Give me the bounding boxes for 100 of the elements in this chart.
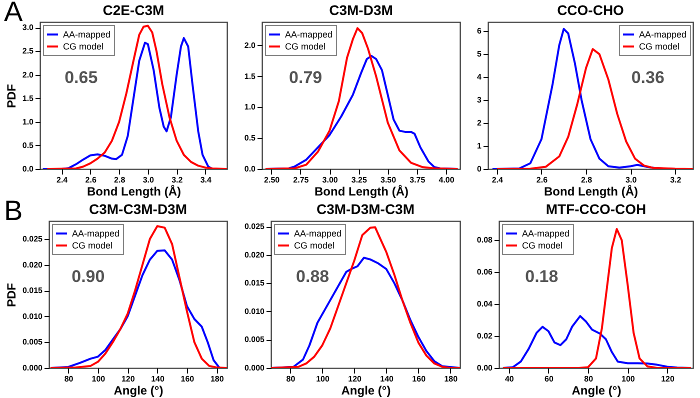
x-tick-label: 2.8: [114, 176, 126, 184]
x-tick-label: 160: [412, 374, 426, 384]
y-tick-label: 0: [477, 164, 482, 174]
x-tick-label: 4.00: [438, 176, 455, 184]
y-tick-label: 0.02: [476, 332, 494, 341]
x-tick-label: 2.8: [580, 176, 593, 184]
y-tick-label: 2.5: [22, 46, 34, 56]
y-tick-label: 0.020: [22, 260, 44, 270]
y-tick-label: 0.06: [476, 268, 494, 277]
y-tick-label: 0.025: [244, 222, 266, 232]
legend-label: AA-mapped: [639, 30, 687, 40]
x-axis-title: Bond Length (Å): [87, 184, 181, 198]
annotation: 0.36: [631, 68, 664, 87]
legend-label: CG model: [63, 42, 104, 52]
x-tick-label: 3.4: [200, 176, 212, 184]
y-tick-label: 5: [477, 50, 482, 59]
annotation: 0.18: [525, 266, 558, 286]
chart-title: C3M-D3M-C3M: [316, 201, 414, 217]
y-tick-label: 0.000: [22, 364, 44, 372]
y-tick-label: 4: [477, 72, 482, 82]
legend-label: CG model: [294, 240, 335, 250]
x-tick-label: 140: [380, 374, 394, 384]
line-series: [271, 226, 460, 368]
y-tick-label: 0.0: [22, 164, 34, 174]
y-tick-label: 0.5: [22, 140, 34, 150]
x-tick-label: 140: [151, 374, 165, 384]
legend-label: AA-mapped: [285, 30, 333, 40]
y-tick-label: 0.010: [22, 312, 44, 321]
y-tick-label: 1.5: [22, 94, 34, 103]
line-series: [49, 225, 227, 368]
x-tick-label: 40: [504, 374, 514, 384]
legend-label: AA-mapped: [294, 228, 342, 238]
x-axis-title: Angle (°): [572, 384, 622, 398]
y-tick-label: 2: [477, 118, 482, 128]
chart-title: C3M-D3M: [329, 2, 393, 18]
x-tick-label: 60: [544, 374, 554, 384]
x-tick-label: 120: [121, 374, 136, 384]
y-tick-label: 6: [477, 26, 482, 36]
y-tick-label: 0.005: [22, 338, 44, 347]
y-tick-label: 3: [477, 96, 482, 105]
legend-label: CG model: [639, 42, 680, 52]
y-tick-label: 0.5: [244, 134, 256, 143]
x-tick-label: 2.4: [492, 176, 504, 184]
y-tick-label: 1: [477, 142, 482, 151]
x-tick-label: 120: [348, 374, 362, 384]
y-tick-label: 0.020: [244, 250, 266, 260]
x-tick-label: 3.2: [172, 176, 184, 184]
chart-title: C3M-C3M-D3M: [89, 201, 187, 217]
x-tick-label: 2.6: [536, 176, 548, 184]
x-tick-label: 3.00: [322, 176, 338, 184]
line-series: [496, 48, 693, 169]
y-tick-label: 3.0: [22, 23, 34, 32]
x-tick-label: 3.50: [380, 176, 397, 184]
y-tick-label: 2.0: [244, 40, 256, 50]
text: B: [4, 195, 23, 227]
y-tick-label: 1.0: [244, 102, 256, 112]
y-tick-label: 0.015: [22, 286, 44, 296]
y-tick-label: 0.08: [476, 236, 494, 245]
y-tick-label: 1.5: [244, 72, 256, 81]
x-tick-label: 160: [180, 374, 195, 384]
y-tick-label: 1.0: [22, 117, 34, 126]
annotation: 0.88: [296, 266, 330, 286]
x-axis-title: Angle (°): [114, 384, 164, 398]
x-tick-label: 3.0: [142, 176, 154, 184]
y-tick-label: 0.04: [476, 300, 494, 309]
line-series: [264, 27, 459, 169]
y-tick-label: 0.025: [22, 234, 44, 244]
legend-label: CG model: [285, 42, 326, 52]
x-tick-label: 80: [584, 374, 594, 384]
x-axis-title: Bond Length (Å): [544, 184, 638, 198]
chart-title: MTF-CCO-COH: [546, 201, 646, 217]
y-axis-title: PDF: [4, 283, 18, 307]
legend-label: CG model: [72, 240, 113, 250]
y-tick-label: 0.00: [476, 364, 494, 372]
x-axis-title: Bond Length (Å): [314, 184, 408, 198]
x-tick-label: 2.50: [264, 176, 280, 184]
x-tick-label: 100: [92, 374, 106, 384]
x-tick-label: 2.4: [56, 176, 68, 184]
line-series: [502, 228, 692, 368]
x-axis-title: Angle (°): [341, 384, 391, 398]
x-tick-label: 180: [444, 374, 458, 384]
x-tick-label: 80: [64, 374, 74, 384]
x-tick-label: 3.2: [670, 176, 682, 184]
x-tick-label: 3.75: [410, 176, 426, 184]
x-tick-label: 120: [661, 374, 675, 384]
y-tick-label: 0.000: [244, 364, 266, 372]
x-tick-label: 180: [210, 374, 224, 384]
y-tick-label: 0.010: [244, 306, 266, 316]
chart-title: C2E-C3M: [102, 2, 164, 18]
chart-title: CCO-CHO: [557, 2, 624, 18]
x-tick-label: 100: [316, 374, 330, 384]
annotation: 0.79: [289, 68, 322, 87]
annotation: 0.90: [72, 266, 105, 286]
x-tick-label: 3.0: [626, 176, 638, 184]
legend-label: AA-mapped: [72, 228, 120, 238]
y-tick-label: 0.015: [244, 278, 266, 288]
y-axis-title: PDF: [4, 84, 18, 108]
annotation: 0.65: [64, 68, 98, 87]
x-tick-label: 3.25: [351, 176, 368, 184]
y-tick-label: 2.0: [22, 70, 34, 80]
